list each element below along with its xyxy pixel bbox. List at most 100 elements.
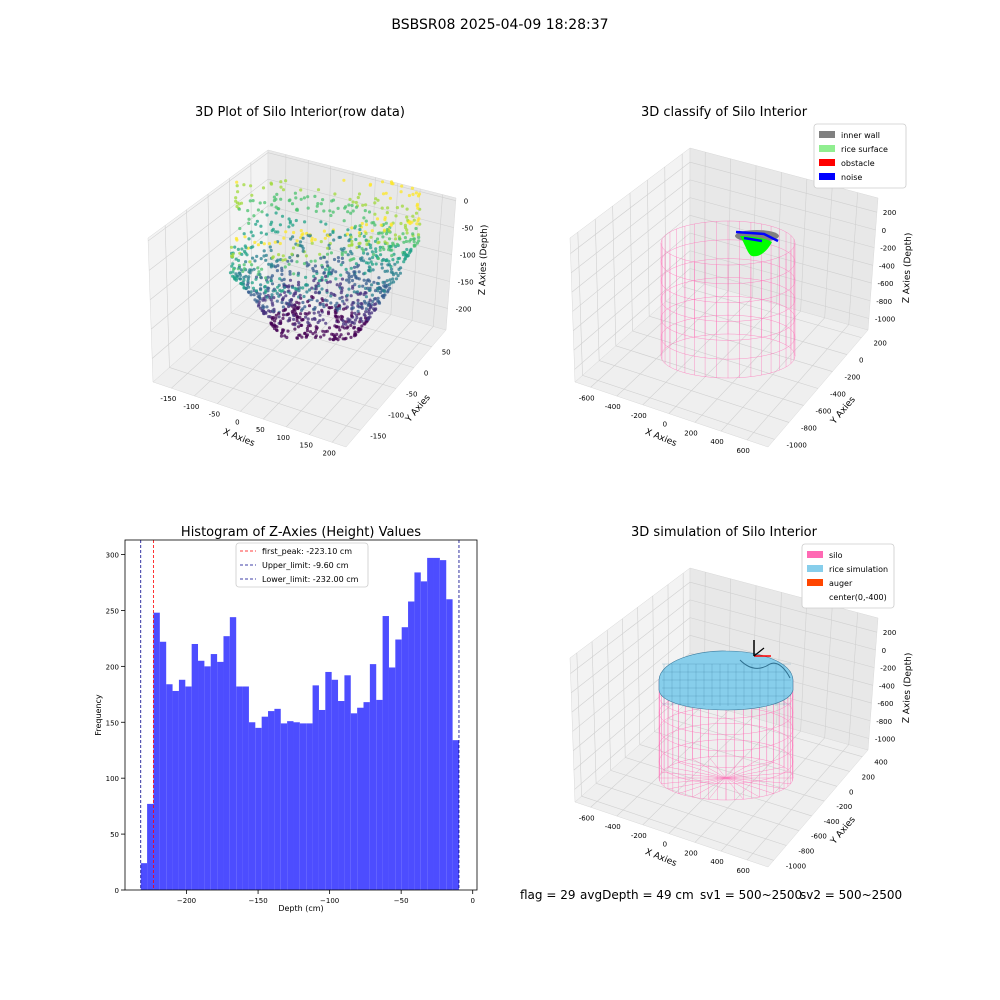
raw-point [362,278,366,282]
raw-point [329,301,333,305]
raw-point [357,192,362,196]
classify-y-gridline [612,206,617,346]
raw-point [322,333,326,337]
simulation-x-gridline [720,737,825,852]
raw-point [264,276,268,280]
raw-point [330,270,334,274]
raw-point [269,248,273,253]
raw-point [312,279,316,283]
raw-point [351,209,355,213]
raw-point [366,317,370,321]
raw-point [251,234,255,238]
classify-legend-swatch [819,173,835,180]
histogram-bar [198,660,205,890]
simulation-z-tick-label: 0 [882,647,886,655]
raw-point [399,190,403,194]
raw-point [304,315,308,319]
classify-y-axis-label: Y Axies [829,395,858,427]
raw-z-tick-label: -200 [456,305,472,313]
raw-point [356,301,360,306]
raw-point [242,278,246,282]
raw-point [275,291,279,296]
raw-point [323,236,327,240]
histogram-bar [401,627,409,890]
raw-point [267,315,271,319]
raw-point [229,245,234,249]
raw-point [303,312,307,316]
raw-point [321,329,325,333]
histogram-bar [363,702,370,890]
raw-point [310,239,314,243]
raw-point [370,293,374,297]
raw-point [364,310,368,314]
raw-point [400,204,404,208]
raw-point [383,293,387,297]
classify-silo-ring [660,258,796,303]
raw-point [251,256,255,260]
raw-point [364,238,368,242]
raw-point [305,333,310,337]
raw-point [300,323,304,327]
raw-point [255,219,259,223]
raw-point [344,320,348,324]
raw-point [266,280,270,284]
raw-point [347,274,351,279]
classify-x-tick-label: 200 [684,429,697,437]
raw-point [259,231,263,235]
raw-point [383,218,387,222]
classify-z-gridline [571,179,691,274]
histogram-bar [408,601,415,890]
raw-point [337,259,341,263]
simulation-z-tick-label: -400 [879,682,895,690]
raw-x-tick-label: -150 [160,395,176,403]
raw-point [281,188,286,192]
raw-point [332,257,337,262]
raw-point [363,291,367,295]
raw-point [346,332,350,336]
raw-point [380,180,385,184]
raw-point [234,196,238,200]
raw-point [299,188,303,192]
simulation-silo-bottom-spoke [661,777,727,784]
histogram-legend-frame [235,542,369,588]
raw-point [407,193,411,198]
raw-point [348,318,352,322]
raw-point [326,312,331,316]
raw-point [378,290,383,295]
classify-y-gridline [647,179,650,317]
raw-point [272,307,276,311]
histogram-y-tick-label: 200 [106,663,119,671]
raw-point [281,305,285,309]
raw-point [292,272,296,276]
simulation-legend-frame [801,543,895,609]
raw-point [405,215,409,219]
raw-point [319,202,323,206]
raw-point [283,265,287,269]
raw-point [350,252,354,256]
raw-point [320,297,324,301]
raw-data-plot: 3D Plot of Silo Interior(row data) -150 -1… [147,105,490,457]
raw-point [404,239,409,243]
classify-legend-label: rice surface [841,145,888,154]
raw-point [377,276,381,280]
raw-point [355,276,359,280]
raw-point [355,316,359,320]
raw-point [292,230,296,235]
raw-point [311,332,315,336]
raw-point [315,204,319,208]
raw-point [312,311,316,315]
raw-point [239,201,244,205]
raw-point [264,253,268,257]
raw-point [363,316,368,320]
histogram-bar [178,679,186,890]
raw-point [388,278,392,282]
raw-point [258,292,262,296]
simulation-y-gridline [639,744,825,802]
raw-point [313,238,317,242]
raw-point [247,217,251,221]
classify-z-gridline [689,179,876,231]
raw-point [331,210,335,214]
simulation-silo-bottom-spoke [725,777,760,798]
simulation-y-gridline [625,757,812,817]
histogram-bar [395,639,402,890]
